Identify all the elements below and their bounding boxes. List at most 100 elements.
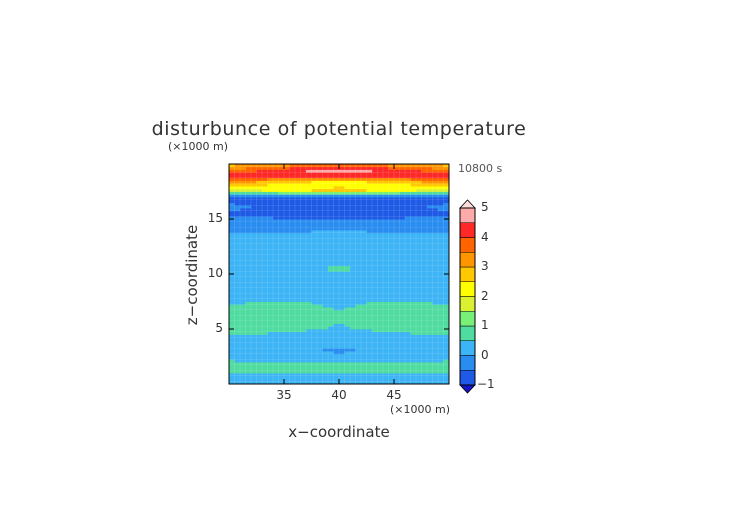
heatmap-cell [278,381,285,385]
heatmap-cell [284,197,290,201]
heatmap-cell [410,373,417,377]
heatmap-cell [289,238,296,242]
heatmap-cell [383,260,389,264]
heatmap-cell [394,216,400,220]
heatmap-cell [427,351,433,355]
heatmap-cell [355,290,362,294]
heatmap-cell [355,282,362,286]
heatmap-cell [278,169,285,173]
heatmap-cell [366,227,373,231]
heatmap-cell [322,274,329,278]
heatmap-cell [245,227,252,231]
heatmap-cell [317,210,323,214]
heatmap-cell [443,197,450,201]
heatmap-cell [427,230,433,234]
heatmap-cell [383,219,389,223]
heatmap-cell [284,364,290,368]
heatmap-cell [229,210,235,214]
heatmap-cell [421,345,428,349]
heatmap-cell [344,378,351,382]
heatmap-cell [240,309,246,313]
heatmap-cell [350,221,356,225]
heatmap-cell [361,298,367,302]
heatmap-cell [317,356,323,360]
heatmap-cell [262,282,268,286]
heatmap-cell [300,309,307,313]
heatmap-cell [432,257,439,261]
heatmap-cell [432,260,439,264]
heatmap-cell [339,274,345,278]
heatmap-cell [317,290,323,294]
heatmap-cell [416,263,422,267]
heatmap-cell [410,257,417,261]
heatmap-cell [416,318,422,322]
heatmap-cell [256,320,263,324]
heatmap-cell [366,356,373,360]
heatmap-cell [416,216,422,220]
heatmap-cell [399,210,406,214]
heatmap-cell [366,208,373,212]
colorbar-label: 1 [481,318,489,332]
heatmap-cell [262,208,268,212]
heatmap-cell [322,362,329,366]
colorbar-swatch [459,281,476,297]
heatmap-cell [295,293,301,297]
heatmap-cell [245,356,252,360]
heatmap-cell [394,227,400,231]
heatmap-cell [306,276,312,280]
heatmap-cell [427,293,433,297]
heatmap-cell [405,340,411,344]
heatmap-cell [333,373,340,377]
heatmap-cell [361,304,367,308]
heatmap-cell [344,241,351,245]
heatmap-cell [240,166,246,170]
heatmap-cell [339,249,345,253]
heatmap-cell [421,334,428,338]
heatmap-cell [284,205,290,209]
heatmap-cell [251,208,257,212]
heatmap-cell [361,276,367,280]
heatmap-cell [355,197,362,201]
heatmap-cell [317,312,323,316]
heatmap-cell [432,381,439,385]
heatmap-cell [399,268,406,272]
heatmap-cell [421,285,428,289]
heatmap-cell [372,279,378,283]
heatmap-cell [366,235,373,239]
heatmap-cell [306,191,312,195]
heatmap-cell [256,342,263,346]
heatmap-cell [267,348,274,352]
heatmap-cell [405,188,411,192]
heatmap-cell [339,166,345,170]
heatmap-cell [383,301,389,305]
heatmap-cell [284,186,290,190]
heatmap-cell [289,323,296,327]
heatmap-cell [410,274,417,278]
heatmap-cell [328,183,334,187]
heatmap-cell [245,279,252,283]
heatmap-cell [427,320,433,324]
heatmap-cell [251,271,257,275]
heatmap-cell [322,213,329,217]
heatmap-cell [432,216,439,220]
heatmap-cell [410,252,417,256]
heatmap-cell [234,287,241,291]
heatmap-cell [333,340,340,344]
heatmap-cell [410,359,417,363]
heatmap-cell [229,298,235,302]
heatmap-cell [377,219,384,223]
heatmap-cell [322,364,329,368]
heatmap-cell [234,340,241,344]
heatmap-cell [256,334,263,338]
heatmap-cell [234,378,241,382]
heatmap-cell [240,216,246,220]
heatmap-cell [306,367,312,371]
heatmap-cell [278,235,285,239]
heatmap-cell [421,271,428,275]
heatmap-cell [432,309,439,313]
heatmap-cell [438,271,444,275]
heatmap-cell [372,199,378,203]
heatmap-cell [317,180,323,184]
heatmap-cell [366,364,373,368]
heatmap-cell [377,183,384,187]
